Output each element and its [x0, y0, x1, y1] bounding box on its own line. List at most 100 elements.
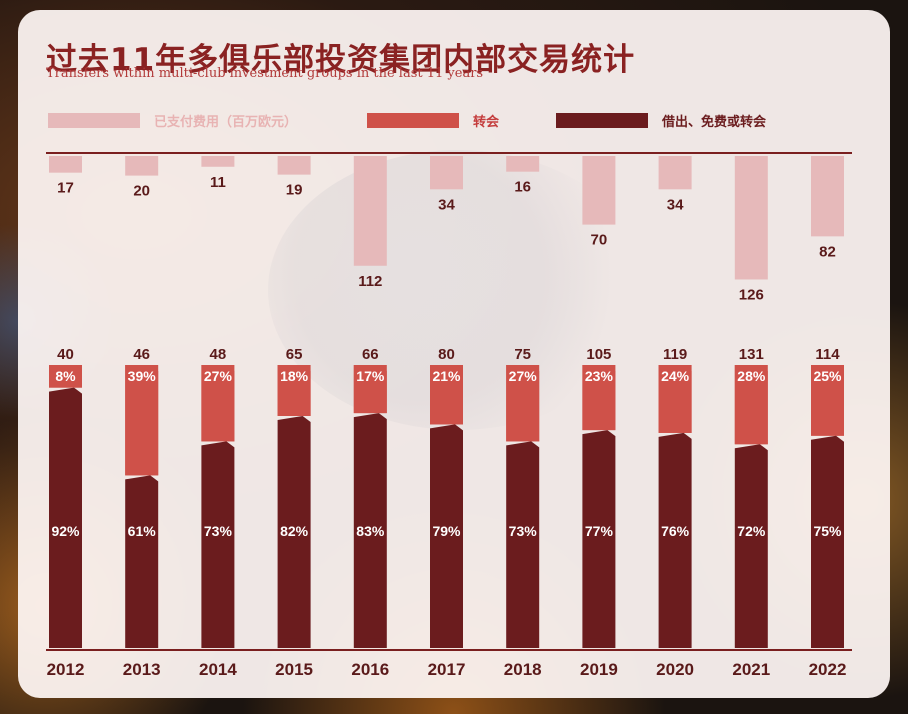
- loan-free-pct-label-2015: 82%: [280, 523, 309, 539]
- loan-free-bar-2013: [125, 475, 159, 648]
- year-tick-2022: 2022: [809, 660, 847, 679]
- fee-label-2016: 112: [358, 273, 382, 290]
- year-tick-2017: 2017: [428, 660, 466, 679]
- total-label-2018: 75: [514, 346, 531, 363]
- fee-label-2015: 19: [286, 182, 303, 199]
- transfer-bar-shape-2021: [734, 365, 768, 445]
- transfer-pct-label-2014: 27%: [204, 368, 233, 384]
- total-label-2015: 65: [286, 346, 303, 363]
- loan-free-bar-2020: [658, 432, 692, 648]
- transfer-bar-shape-2012: [49, 365, 82, 388]
- year-tick-2012: 2012: [47, 660, 85, 679]
- transfer-bar-shape-2018: [506, 365, 540, 442]
- total-label-2021: 131: [739, 346, 764, 363]
- transfer-pct-label-2021: 28%: [737, 368, 766, 384]
- loan-free-pct-label-2016: 83%: [356, 523, 385, 539]
- year-tick-2014: 2014: [199, 660, 237, 679]
- year-tick-2019: 2019: [580, 660, 618, 679]
- fee-label-2013: 20: [133, 183, 150, 200]
- loan-free-pct-label-2018: 73%: [509, 523, 538, 539]
- loan-free-pct-label-2022: 75%: [813, 523, 842, 539]
- transfer-bar-shape-2020: [658, 365, 692, 433]
- transfer-pct-label-2016: 17%: [356, 368, 385, 384]
- transfer-bar-shape-2014: [201, 365, 235, 442]
- total-label-2016: 66: [362, 346, 379, 363]
- legend-fee-label: 已支付费用（百万欧元）: [154, 114, 298, 130]
- loan-free-bar-2014: [201, 441, 235, 648]
- fee-label-2021: 126: [739, 286, 764, 303]
- legend-fee-swatch: [48, 112, 140, 128]
- loan-free-bar-2018: [506, 441, 540, 648]
- total-label-2019: 105: [586, 346, 611, 363]
- transfer-bar-shape-2013: [125, 365, 159, 476]
- loan-free-bar-2012: [49, 387, 82, 648]
- loan-free-pct-label-2014: 73%: [204, 523, 233, 539]
- fee-label-2020: 34: [667, 196, 684, 213]
- loan-free-bar-2021: [734, 444, 768, 648]
- loan-free-pct-label-2019: 77%: [585, 523, 614, 539]
- legend-loan-free-swatch: [556, 112, 648, 128]
- fee-bar-2017: [430, 156, 463, 190]
- transfer-pct-label-2015: 18%: [280, 368, 309, 384]
- fee-bar-2021: [734, 156, 768, 280]
- legend-transfer-label: 转会: [473, 114, 500, 130]
- loan-free-pct-label-2013: 61%: [128, 523, 157, 539]
- transfer-bar-shape-2019: [582, 365, 616, 431]
- fee-label-2022: 82: [819, 243, 836, 260]
- total-label-2022: 114: [815, 346, 840, 363]
- fee-bar-2014: [201, 156, 235, 167]
- legend-loan-free-label: 借出、免费或转会: [662, 114, 767, 130]
- fee-label-2019: 70: [591, 232, 608, 249]
- fee-label-2018: 16: [514, 179, 531, 196]
- fee-label-2017: 34: [438, 196, 455, 213]
- total-label-2020: 119: [663, 346, 687, 363]
- fee-bar-2016: [353, 156, 387, 266]
- year-tick-2013: 2013: [123, 660, 161, 679]
- fee-bar-2018: [506, 156, 540, 172]
- fee-label-2012: 17: [57, 180, 74, 197]
- transfer-bar-shape-2015: [277, 365, 311, 416]
- total-label-2013: 46: [133, 346, 150, 363]
- loan-free-pct-label-2012: 92%: [51, 523, 80, 539]
- total-label-2017: 80: [438, 346, 455, 363]
- fee-bar-2022: [811, 156, 844, 237]
- transfer-pct-label-2019: 23%: [585, 368, 614, 384]
- transfer-pct-label-2012: 8%: [55, 368, 76, 384]
- legend-loan-free: 借出、免费或转会: [556, 111, 767, 130]
- loan-free-pct-label-2017: 79%: [432, 523, 461, 539]
- loan-free-bar-2016: [353, 413, 387, 648]
- chart-subtitle: Transfers within multi-club investment g…: [46, 66, 484, 81]
- legend-transfer: 转会: [367, 111, 500, 130]
- loan-free-bar-2019: [582, 430, 616, 648]
- total-label-2014: 48: [210, 346, 227, 363]
- loan-free-pct-label-2021: 72%: [737, 523, 766, 539]
- fee-bar-2012: [49, 156, 82, 173]
- year-tick-2016: 2016: [351, 660, 389, 679]
- transfer-pct-label-2022: 25%: [813, 368, 842, 384]
- fee-bar-2019: [582, 156, 616, 225]
- transfer-pct-label-2017: 21%: [432, 368, 461, 384]
- chart-card: 过去11年多俱乐部投资集团内部交易统计 Transfers within mul…: [18, 10, 890, 698]
- year-tick-2021: 2021: [732, 660, 770, 679]
- transfer-bar-shape-2016: [353, 365, 387, 414]
- year-tick-2015: 2015: [275, 660, 313, 679]
- loan-free-bar-2017: [430, 424, 463, 648]
- fee-bar-2015: [277, 156, 311, 175]
- year-tick-2020: 2020: [656, 660, 694, 679]
- chart-title: 过去11年多俱乐部投资集团内部交易统计: [46, 42, 636, 78]
- fee-bar-2020: [658, 156, 692, 190]
- transfer-pct-label-2020: 24%: [661, 368, 690, 384]
- fee-bar-2013: [125, 156, 159, 176]
- transfer-pct-label-2013: 39%: [128, 368, 157, 384]
- bar-chart: 17 40 8% 92% 2012 20 46 39% 61% 2013 11 48 27% 73% 201…: [46, 152, 852, 679]
- loan-free-bar-2022: [811, 435, 844, 648]
- loan-free-bar-2015: [277, 415, 311, 648]
- legend-fee: 已支付费用（百万欧元）: [48, 111, 298, 130]
- transfer-pct-label-2018: 27%: [509, 368, 538, 384]
- transfer-bar-shape-2017: [430, 365, 463, 425]
- fee-label-2014: 11: [210, 174, 226, 191]
- year-tick-2018: 2018: [504, 660, 542, 679]
- total-label-2012: 40: [57, 346, 74, 363]
- transfer-bar-shape-2022: [811, 365, 844, 436]
- loan-free-pct-label-2020: 76%: [661, 523, 690, 539]
